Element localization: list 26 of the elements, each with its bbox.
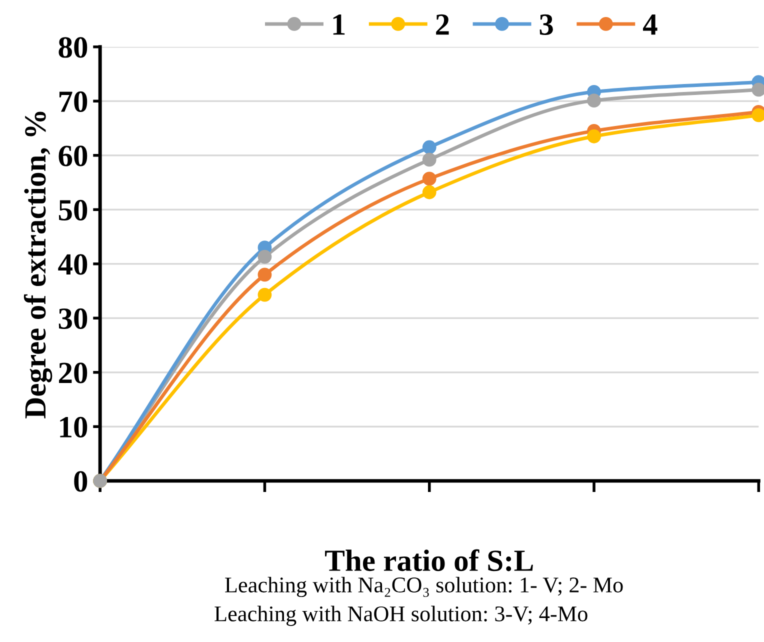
y-axis-title: Degree of extraction, % (24, 112, 52, 418)
legend-label: 3 (540, 14, 553, 35)
legend-label: 2 (436, 14, 449, 35)
y-tick-label: 20 (59, 362, 88, 384)
y-tick-label: 40 (58, 254, 88, 275)
text: Leaching with Na₂CO₃ solution: 1- V; 2- Mo (225, 576, 623, 598)
y-tick-label: 80 (58, 37, 88, 58)
point (587, 94, 601, 108)
legend-label: 4 (642, 14, 658, 35)
point (258, 288, 272, 302)
y-tick-label: 30 (58, 308, 88, 330)
point (422, 172, 436, 186)
x-axis-title: The ratio of S:L (325, 549, 533, 572)
point (258, 268, 272, 282)
point (258, 250, 272, 264)
point (422, 152, 436, 167)
y-tick-label: 70 (59, 91, 88, 112)
y-tick-label: 0 (74, 471, 88, 492)
text: Leaching with NaOH solution: 3-V; 4-Mo (214, 606, 588, 626)
y-tick-label: 60 (58, 146, 88, 166)
point (422, 185, 436, 200)
point (422, 140, 436, 154)
y-tick-label: 50 (58, 200, 88, 221)
legend-label: 1 (333, 14, 345, 35)
y-tick-label: 10 (60, 416, 88, 438)
point (587, 129, 601, 144)
